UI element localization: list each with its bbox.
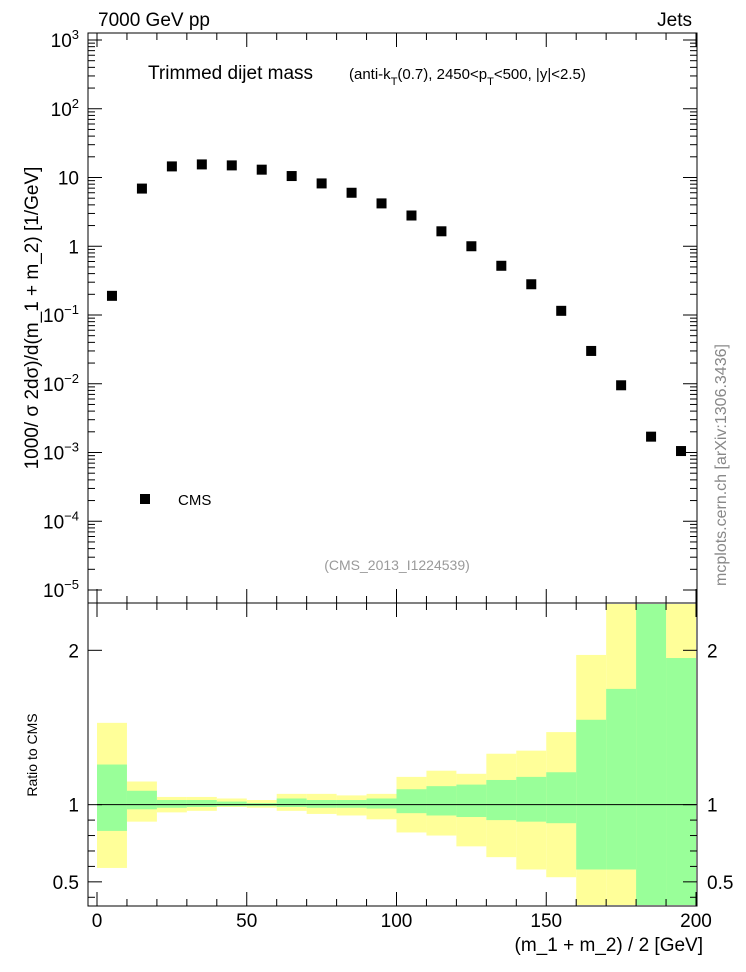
y-tick-label: 103 [51,27,79,52]
y-tick-label: 10−1 [43,302,79,327]
chart-title: Trimmed dijet mass [148,63,313,84]
x-tick-label: 150 [530,911,562,932]
data-point [676,446,687,457]
data-point [586,345,597,356]
x-tick-label: 50 [236,911,257,932]
inner-band-bin [186,800,217,807]
inner-band-bin [486,779,517,821]
inner-band-bin [97,764,127,831]
x-tick-label: 0 [92,911,103,932]
legend-marker [140,494,150,504]
y-tick-label: 102 [51,96,79,121]
data-point [256,164,267,175]
data-point [616,380,627,391]
main-axis-ticks [88,33,697,603]
inner-band-bin [426,786,457,816]
chart-subtitle: (anti-kT(0.7), 2450<pT<500, |y|<2.5) [349,66,586,88]
x-tick-labels: 0 50 100 150 200 [92,911,712,932]
inner-band-bin [606,688,637,870]
data-point [286,171,297,182]
y-tick-label: 10 [58,169,79,190]
inner-band-bin [546,772,577,824]
ratio-y-tick-label-right: 0.5 [707,873,733,894]
x-axis-label: (m_1 + m_2) / 2 [GeV] [515,935,704,956]
data-point [226,160,237,171]
ratio-axis-ticks [88,603,697,906]
data-point [646,431,657,442]
ratio-y-tick-label-right: 1 [707,796,718,817]
data-point [526,279,537,290]
ratio-plot-frame [87,602,698,907]
main-y-axis-label: 1000/ σ 2dσ)/d(m_1 + m_2) [1/GeV] [22,167,43,470]
y-tick-label: 10−5 [43,577,79,602]
inner-band-bin [126,790,157,810]
legend-label: CMS [178,492,211,509]
x-tick-label: 100 [381,911,413,932]
analysis-label: (CMS_2013_I1224539) [324,557,470,573]
inner-band-bin [156,800,187,808]
ratio-y-tick-label: 2 [68,641,79,662]
data-point [346,187,357,198]
inner-band-bin [366,798,397,809]
inner-band-bin [576,719,607,870]
inner-band-bin [276,798,307,807]
inner-band-bin [516,776,547,822]
x-tick-label: 200 [680,911,712,932]
data-point [436,226,447,237]
inner-band-bin [216,801,247,807]
ratio-tick-labels: 0.5 0.5 1 1 2 2 [53,641,734,894]
data-point [106,290,117,301]
y-tick-label: 10−4 [43,508,79,533]
header-left: 7000 GeV pp [98,10,210,31]
ratio-y-axis-label: Ratio to CMS [24,713,40,796]
data-point [466,241,477,252]
data-point [316,178,327,189]
data-point [376,198,387,209]
data-point [136,183,147,194]
ratio-bands [97,604,696,905]
header-right: Jets [657,10,692,31]
ratio-y-tick-label: 1 [68,796,79,817]
ratio-y-tick-label-right: 2 [707,641,718,662]
data-point [406,210,417,221]
data-point [556,305,567,316]
y-tick-label: 10−3 [43,440,79,465]
inner-band-bin [456,784,487,818]
data-point [166,161,177,172]
data-point [496,260,507,271]
main-plot-frame [87,32,698,604]
inner-band-bin [636,604,667,905]
y-tick-label: 10−2 [43,371,79,396]
ratio-y-tick-label: 0.5 [53,873,79,894]
y-tick-label: 1 [68,237,79,258]
inner-band-bin [306,800,337,808]
inner-band-bin [396,789,427,814]
inner-band-bin [336,800,367,808]
inner-band-bin [666,658,696,905]
side-label: mcplots.cern.ch [arXiv:1306.3436] [713,344,730,586]
data-point [196,159,207,170]
data-points [106,159,687,457]
